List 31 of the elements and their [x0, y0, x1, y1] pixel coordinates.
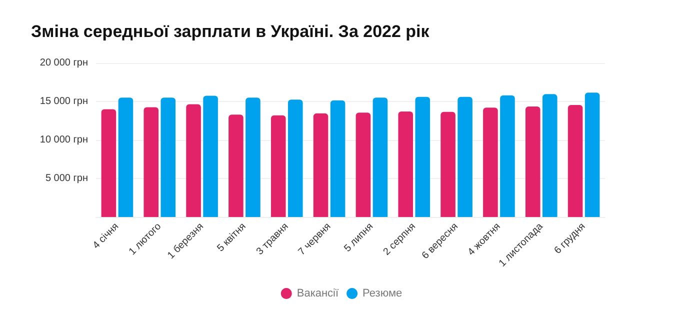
bar [398, 112, 414, 217]
bar [288, 100, 303, 217]
bar [356, 112, 371, 217]
bar [415, 96, 430, 217]
bar [330, 100, 346, 217]
y-tick-label: 20 000 грн [40, 58, 88, 68]
bar [440, 112, 456, 217]
bar [483, 108, 498, 217]
bar [101, 109, 116, 217]
y-tick-label: 15 000 грн [40, 96, 88, 107]
bar [270, 115, 286, 217]
bar [246, 98, 260, 217]
bar [458, 96, 472, 217]
bar [500, 95, 515, 217]
bar [372, 98, 388, 217]
y-tick-label: 10 000 грн [40, 134, 88, 146]
bar [144, 107, 159, 217]
bar [160, 98, 176, 217]
y-tick-label: 5 000 грн [45, 173, 88, 184]
bar [313, 113, 328, 217]
bar [525, 106, 540, 217]
bar [568, 104, 583, 217]
bar [542, 94, 558, 217]
legend-label: Вакансії [296, 288, 339, 300]
bar [118, 98, 134, 217]
bar [186, 104, 201, 217]
bar [203, 96, 218, 217]
bar [584, 92, 600, 217]
chart-title: Зміна середньої зарплати в Україні. За 2022 рік [31, 22, 430, 41]
bar [228, 114, 244, 217]
legend-label: Резюме [362, 288, 402, 300]
